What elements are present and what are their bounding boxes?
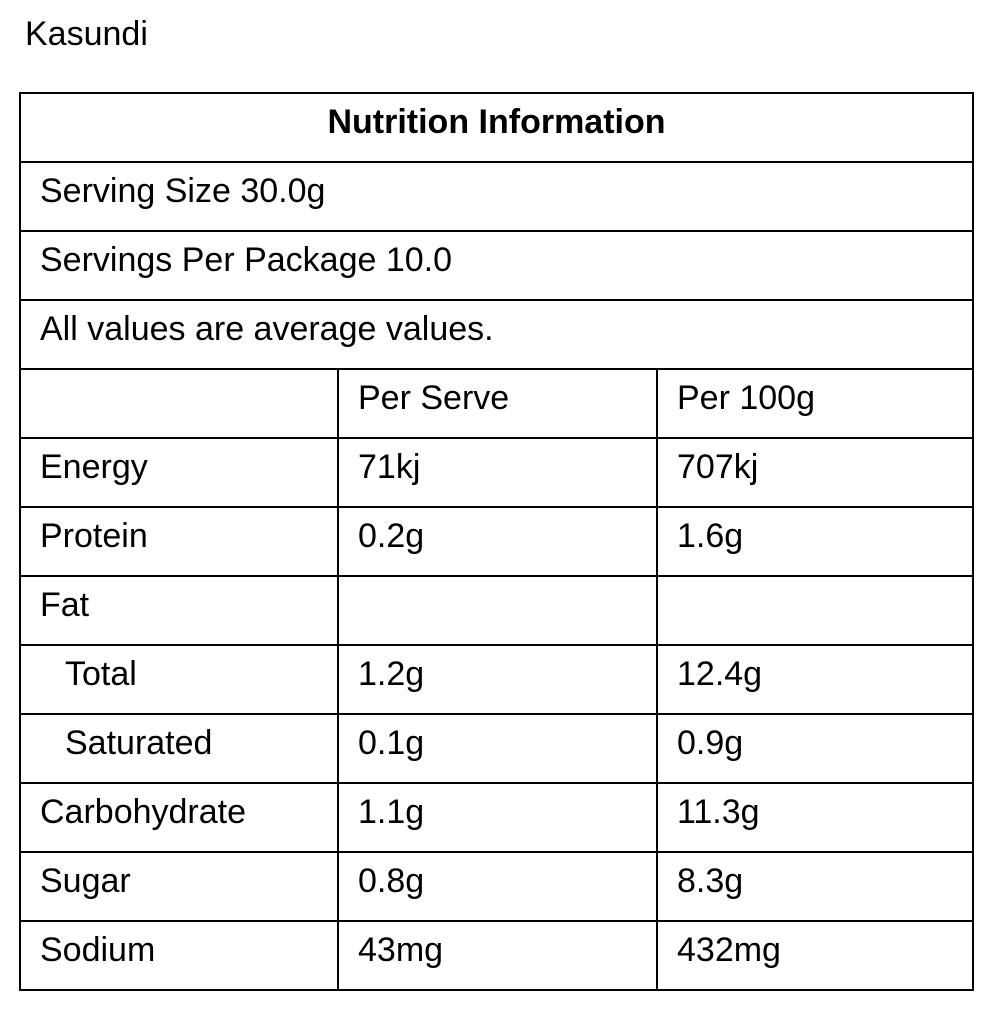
average-values-text: All values are average values.	[19, 299, 974, 370]
row-per-serve-value: 1.1g	[337, 782, 658, 853]
table-title: Nutrition Information	[19, 92, 974, 163]
row-label: Protein	[19, 506, 339, 577]
row-per-100g-value: 707kj	[656, 437, 974, 508]
column-header-row: Per Serve Per 100g	[19, 368, 974, 439]
table-row-carbohydrate: Carbohydrate 1.1g 11.3g	[19, 782, 974, 853]
row-per-serve-value: 0.2g	[337, 506, 658, 577]
row-per-serve-value: 0.1g	[337, 713, 658, 784]
row-label: Total	[19, 644, 339, 715]
servings-per-package-text: Servings Per Package 10.0	[19, 230, 974, 301]
row-per-100g-value: 432mg	[656, 920, 974, 991]
row-label: Saturated	[19, 713, 339, 784]
row-per-100g-value: 8.3g	[656, 851, 974, 922]
row-per-100g-value: 0.9g	[656, 713, 974, 784]
row-per-serve-value: 71kj	[337, 437, 658, 508]
row-per-serve-value: 43mg	[337, 920, 658, 991]
table-row-fat: Fat	[19, 575, 974, 646]
table-row-energy: Energy 71kj 707kj	[19, 437, 974, 508]
serving-size-text: Serving Size 30.0g	[19, 161, 974, 232]
nutrition-table: Nutrition Information Serving Size 30.0g…	[19, 92, 974, 991]
row-label: Fat	[19, 575, 339, 646]
table-row-fat-saturated: Saturated 0.1g 0.9g	[19, 713, 974, 784]
row-per-serve-value: 0.8g	[337, 851, 658, 922]
servings-per-package-row: Servings Per Package 10.0	[19, 230, 974, 301]
row-label: Sodium	[19, 920, 339, 991]
row-per-serve-value	[337, 575, 658, 646]
row-per-100g-value: 11.3g	[656, 782, 974, 853]
row-label: Energy	[19, 437, 339, 508]
column-header-per-serve: Per Serve	[337, 368, 658, 439]
row-per-100g-value	[656, 575, 974, 646]
row-label: Sugar	[19, 851, 339, 922]
serving-size-row: Serving Size 30.0g	[19, 161, 974, 232]
table-row-sodium: Sodium 43mg 432mg	[19, 920, 974, 991]
page-title: Kasundi	[25, 15, 148, 53]
table-row-protein: Protein 0.2g 1.6g	[19, 506, 974, 577]
column-header-blank	[19, 368, 339, 439]
table-row-sugar: Sugar 0.8g 8.3g	[19, 851, 974, 922]
row-label: Carbohydrate	[19, 782, 339, 853]
row-per-100g-value: 12.4g	[656, 644, 974, 715]
column-header-per-100g: Per 100g	[656, 368, 974, 439]
row-per-100g-value: 1.6g	[656, 506, 974, 577]
average-values-row: All values are average values.	[19, 299, 974, 370]
table-title-row: Nutrition Information	[19, 92, 974, 163]
row-per-serve-value: 1.2g	[337, 644, 658, 715]
table-row-fat-total: Total 1.2g 12.4g	[19, 644, 974, 715]
